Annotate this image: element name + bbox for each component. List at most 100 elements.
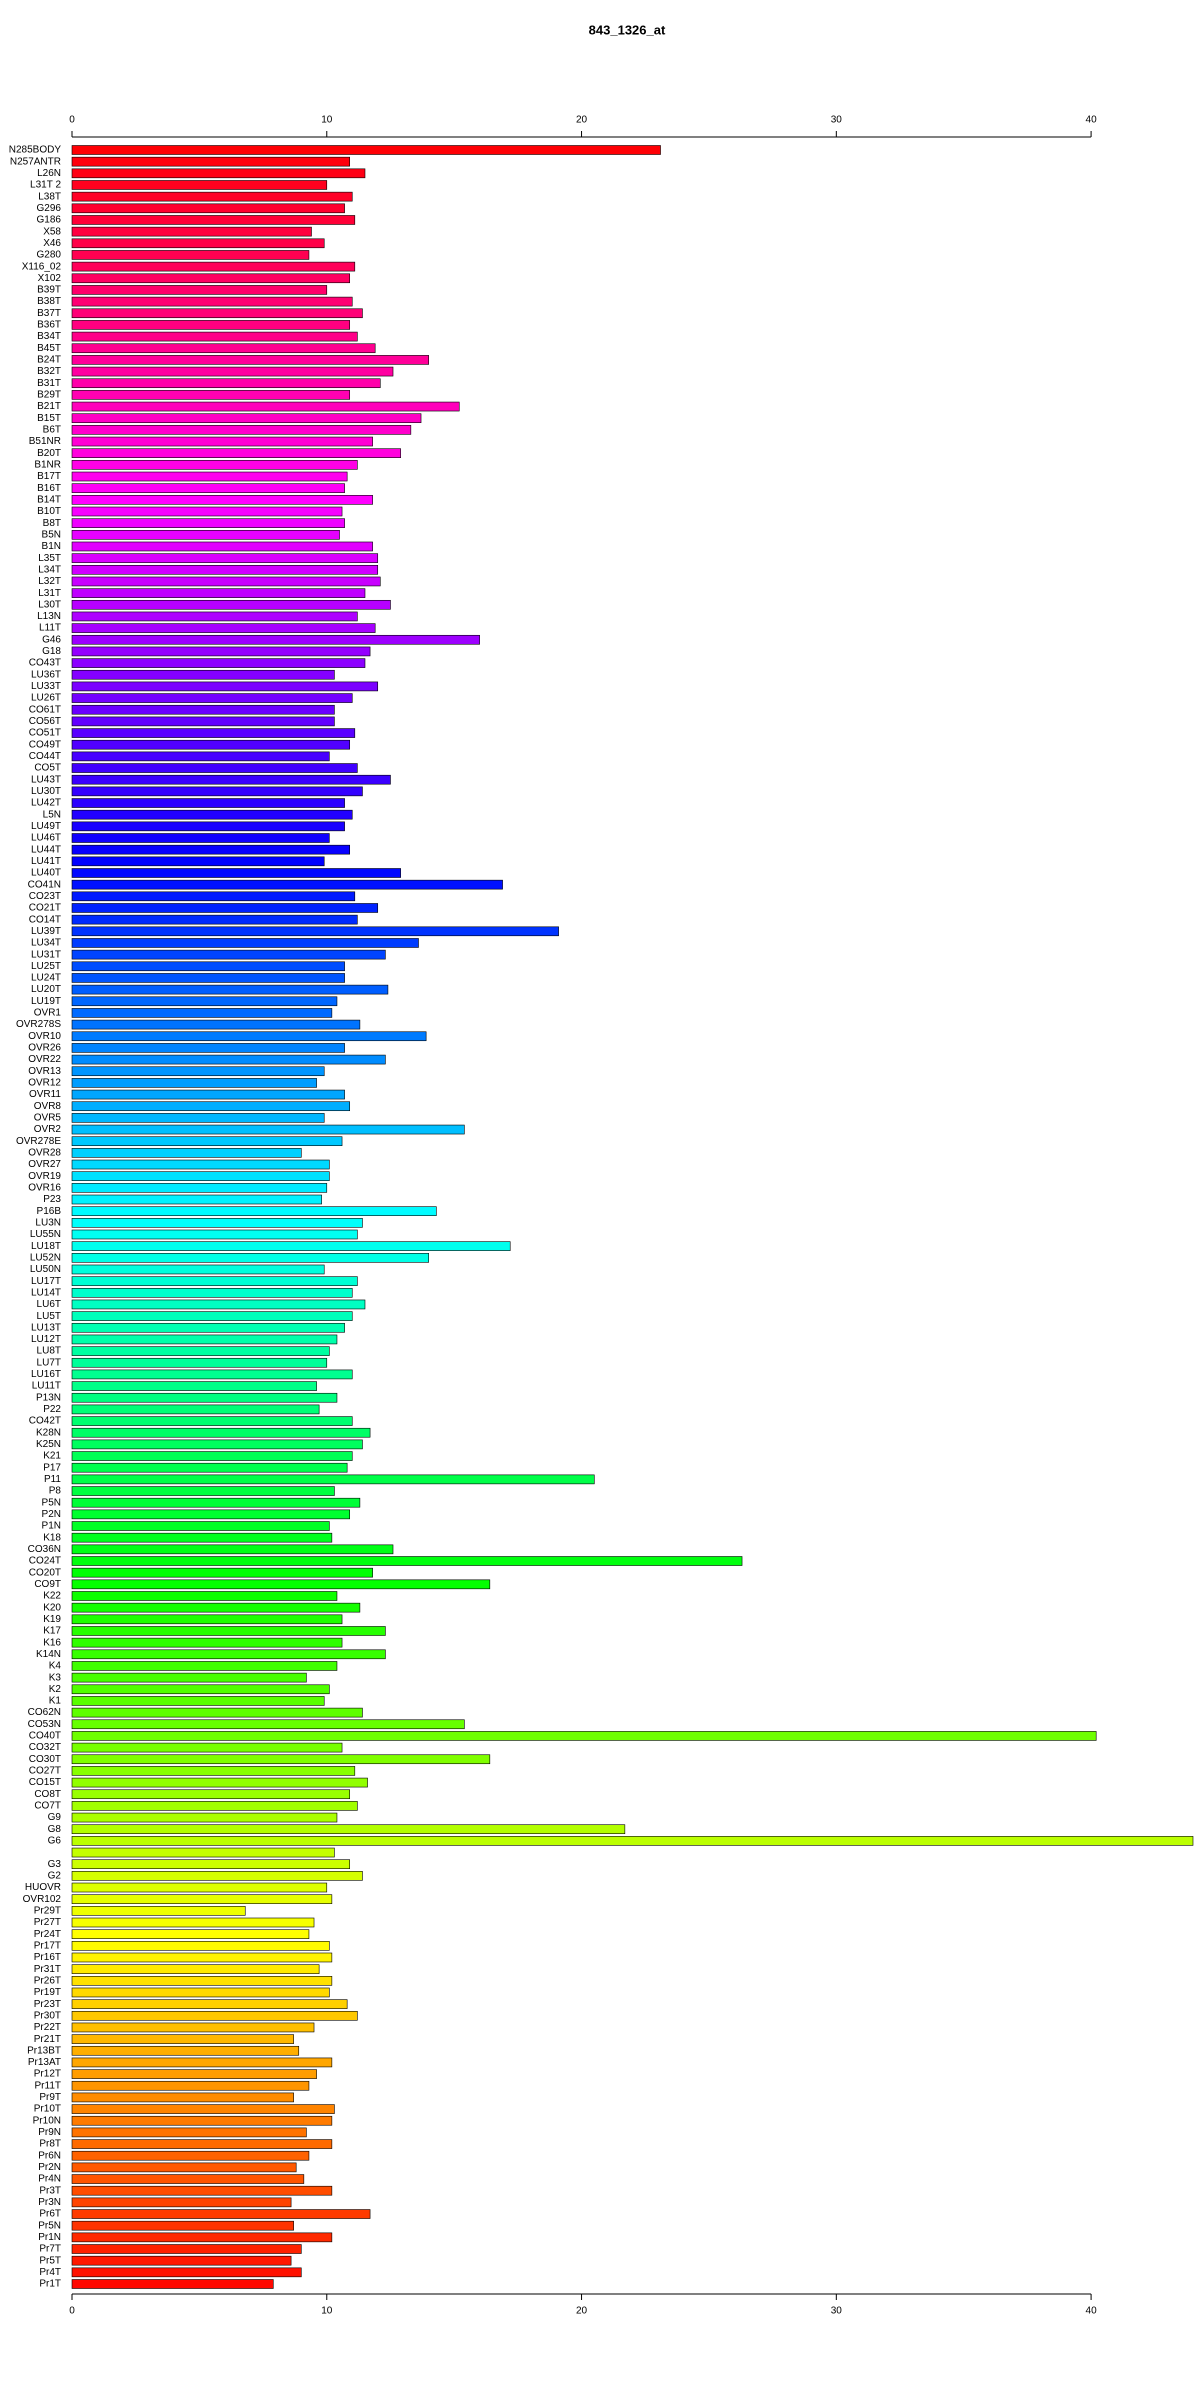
y-tick-label: G6 <box>48 1836 62 1847</box>
y-tick-label: K18 <box>43 1532 61 1543</box>
y-tick-label: CO20T <box>29 1567 61 1578</box>
bar <box>71 1591 338 1601</box>
y-tick-label: OVR11 <box>29 1089 61 1100</box>
y-tick-label: LU42T <box>31 798 61 809</box>
bar <box>71 1754 491 1765</box>
y-tick-label: B39T <box>37 285 61 296</box>
bar <box>71 1906 246 1916</box>
bar <box>71 926 559 937</box>
y-tick-label: Pr5T <box>39 2255 61 2266</box>
y-tick-label: G3 <box>48 1859 62 1870</box>
bar <box>71 1976 333 1986</box>
y-tick-label: P22 <box>43 1404 61 1415</box>
y-tick-label: LU6T <box>37 1299 61 1310</box>
y-tick-label: LU52N <box>30 1252 61 1263</box>
y-tick-label: LU8T <box>37 1346 61 1357</box>
y-tick-label: X58 <box>43 226 61 237</box>
bar <box>71 1871 363 1881</box>
y-tick-label: Pr19T <box>34 1987 61 1998</box>
y-tick-label: LU16T <box>31 1369 61 1380</box>
y-tick-label: LU7T <box>37 1357 61 1368</box>
bar <box>71 343 376 354</box>
bar <box>71 1684 330 1695</box>
y-tick-label: P5N <box>42 1497 61 1508</box>
y-tick-label: LU41T <box>31 856 61 867</box>
y-tick-label: P2N <box>42 1509 61 1520</box>
bar <box>71 308 363 319</box>
y-tick-label: CO42T <box>29 1416 61 1427</box>
bar <box>71 2045 300 2056</box>
y-tick-label: CO51T <box>29 728 61 739</box>
y-tick-label: Pr16T <box>34 1952 61 1963</box>
y-tick-label: K3 <box>49 1672 62 1683</box>
bar <box>71 798 345 808</box>
bar <box>71 1696 325 1706</box>
bar <box>71 1567 373 1578</box>
y-tick-label: B31T <box>37 378 61 389</box>
y-tick-label: K16 <box>43 1637 61 1648</box>
bar <box>71 1241 511 1251</box>
bar <box>71 425 412 435</box>
bar <box>71 2150 310 2161</box>
y-tick-label: K25N <box>36 1439 61 1450</box>
y-tick-label: OVR1 <box>34 1008 62 1019</box>
bar <box>71 1731 1097 1741</box>
y-tick-label: LU12T <box>31 1334 61 1345</box>
bar <box>71 1381 317 1391</box>
bar <box>71 1719 465 1730</box>
y-tick-label: B37T <box>37 308 61 319</box>
y-tick-label: L5N <box>43 809 61 820</box>
bar <box>71 145 661 155</box>
y-tick-label: OVR16 <box>28 1182 61 1193</box>
y-tick-label: B15T <box>37 413 61 424</box>
y-tick-label: Pr9N <box>38 2127 61 2138</box>
bar <box>71 1416 353 1426</box>
y-tick-label: OVR27 <box>28 1159 61 1170</box>
y-tick-label: OVR28 <box>28 1148 61 1159</box>
y-tick-label: B45T <box>37 343 61 354</box>
bar <box>71 1847 335 1858</box>
bar <box>71 599 391 610</box>
bar <box>71 1287 353 1298</box>
bar <box>71 180 328 190</box>
bar <box>71 973 345 983</box>
y-tick-label: CO23T <box>29 891 61 902</box>
bar <box>71 1218 363 1228</box>
y-tick-label: Pr1N <box>38 2232 61 2243</box>
y-tick-label: X102 <box>38 273 62 284</box>
y-tick-label: HUOVR <box>25 1882 61 1893</box>
bar <box>71 984 389 995</box>
y-tick-label: B34T <box>37 331 61 342</box>
bar <box>71 938 419 948</box>
bar <box>71 1264 325 1275</box>
y-tick-label: LU19T <box>31 996 61 1007</box>
y-tick-label: P1N <box>42 1521 61 1532</box>
bar <box>71 1812 338 1823</box>
bar <box>71 1789 351 1800</box>
bar <box>71 1672 307 1683</box>
y-tick-label: LU14T <box>31 1287 61 1298</box>
bar <box>71 763 358 773</box>
y-tick-label: LU25T <box>31 961 61 972</box>
bar <box>71 2174 305 2184</box>
y-tick-label: LU39T <box>31 926 61 937</box>
bar <box>71 1171 330 1181</box>
y-tick-label: OVR278E <box>16 1136 61 1147</box>
y-tick-label: Pr26T <box>34 1975 61 1986</box>
x-tick-label: 10 <box>321 2306 333 2317</box>
y-tick-label: CO61T <box>29 704 61 715</box>
bar <box>71 1882 328 1893</box>
y-tick-label: CO49T <box>29 739 61 750</box>
bar <box>71 1836 1194 1846</box>
y-tick-label: Pr6N <box>38 2150 61 2161</box>
bar <box>71 1999 348 2009</box>
bar <box>71 1369 353 1380</box>
x-tick-label: 0 <box>69 2306 75 2317</box>
bar <box>71 1253 429 1263</box>
bar <box>71 331 358 342</box>
bar <box>71 530 340 540</box>
bar <box>71 2104 335 2114</box>
bar <box>71 623 376 633</box>
y-tick-label: CO62N <box>28 1707 61 1718</box>
y-tick-label: OVR102 <box>23 1894 62 1905</box>
